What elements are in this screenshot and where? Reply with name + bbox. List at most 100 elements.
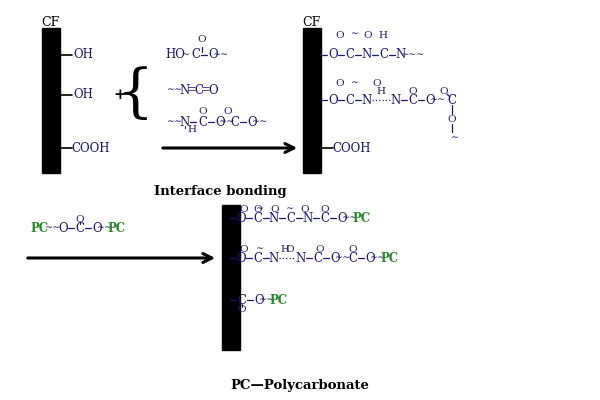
Text: O: O <box>320 206 329 214</box>
Text: N: N <box>269 212 279 224</box>
Text: C: C <box>230 116 239 128</box>
Text: OH: OH <box>73 48 93 62</box>
Text: O: O <box>215 116 225 128</box>
Text: O: O <box>448 114 457 124</box>
Text: N: N <box>296 252 306 264</box>
Text: O: O <box>238 306 247 314</box>
Text: ∼∼: ∼∼ <box>167 86 183 94</box>
Text: O: O <box>197 36 206 44</box>
Text: O: O <box>208 84 218 96</box>
Text: C: C <box>194 84 203 96</box>
Bar <box>303 28 321 173</box>
Text: C: C <box>287 212 296 224</box>
Text: PC: PC <box>381 252 399 264</box>
Text: O: O <box>335 30 344 40</box>
Text: O: O <box>271 206 280 214</box>
Text: N: N <box>362 94 372 106</box>
Text: O: O <box>239 246 248 254</box>
Text: C: C <box>448 94 457 106</box>
Text: O: O <box>337 212 347 224</box>
Text: C: C <box>238 294 247 306</box>
Text: N: N <box>180 116 190 128</box>
Text: ∼: ∼ <box>286 204 294 214</box>
Text: C: C <box>409 94 418 106</box>
Text: C: C <box>380 48 389 62</box>
Text: O: O <box>328 94 338 106</box>
Text: =: = <box>187 84 197 96</box>
Text: N: N <box>303 212 313 224</box>
Text: ∼: ∼ <box>182 50 190 60</box>
Text: H: H <box>281 246 290 254</box>
Text: C: C <box>320 212 329 224</box>
Text: O: O <box>328 48 338 62</box>
Text: O: O <box>236 212 246 224</box>
Text: H: H <box>187 126 197 134</box>
Text: O: O <box>373 78 382 88</box>
Bar <box>42 28 60 173</box>
Text: O: O <box>247 116 257 128</box>
Text: O: O <box>236 252 246 264</box>
Text: H: H <box>377 88 386 96</box>
Text: PC: PC <box>353 212 371 224</box>
Text: O: O <box>365 252 375 264</box>
Text: C: C <box>349 252 358 264</box>
Text: C: C <box>254 212 263 224</box>
Text: O: O <box>208 48 218 62</box>
Text: {: { <box>116 67 154 123</box>
Text: =: = <box>201 84 211 96</box>
Text: ∼: ∼ <box>256 204 264 214</box>
Text: ∼: ∼ <box>451 134 459 142</box>
Text: C: C <box>76 222 85 234</box>
Text: ∼: ∼ <box>351 30 359 38</box>
Text: H: H <box>379 30 388 40</box>
Text: ∼∼: ∼∼ <box>335 254 351 262</box>
Text: ∼∼: ∼∼ <box>45 224 61 232</box>
Text: C: C <box>199 116 208 128</box>
Text: O: O <box>224 108 232 116</box>
Text: ∼∼: ∼∼ <box>167 118 183 126</box>
Text: OH: OH <box>73 88 93 102</box>
Text: O: O <box>364 30 373 40</box>
Text: N: N <box>362 48 372 62</box>
Text: O: O <box>286 246 295 254</box>
Text: COOH: COOH <box>72 142 110 154</box>
Text: O: O <box>425 94 435 106</box>
Text: CF: CF <box>41 16 59 28</box>
Text: N: N <box>269 252 279 264</box>
Text: O: O <box>76 214 85 224</box>
Text: O: O <box>199 108 208 116</box>
Text: ∼∼: ∼∼ <box>259 296 275 304</box>
Text: C: C <box>254 252 263 264</box>
Text: ∼∼: ∼∼ <box>219 118 235 126</box>
Text: ∼∼: ∼∼ <box>342 214 358 222</box>
Text: ∼∼: ∼∼ <box>370 254 386 262</box>
Text: O: O <box>254 206 262 214</box>
Text: Interface bonding: Interface bonding <box>154 186 286 198</box>
Text: ∼: ∼ <box>256 244 264 254</box>
Text: COOH: COOH <box>333 142 371 154</box>
Text: O: O <box>58 222 68 234</box>
Text: ∼∼: ∼∼ <box>430 96 446 104</box>
Text: ∼∼∼: ∼∼∼ <box>401 50 425 60</box>
Text: O: O <box>330 252 340 264</box>
Text: O: O <box>92 222 102 234</box>
Text: N: N <box>391 94 401 106</box>
Text: ∼: ∼ <box>351 78 359 88</box>
Text: +: + <box>113 88 127 102</box>
Text: PC: PC <box>108 222 126 234</box>
Text: N: N <box>396 48 406 62</box>
Text: C: C <box>346 94 355 106</box>
Text: O: O <box>301 206 310 214</box>
Text: ∼∼: ∼∼ <box>252 118 268 126</box>
Text: PC: PC <box>270 294 288 306</box>
Text: C: C <box>191 48 200 62</box>
Text: N: N <box>180 84 190 96</box>
Text: C: C <box>346 48 355 62</box>
Text: CF: CF <box>302 16 320 28</box>
Text: O: O <box>239 206 248 214</box>
Bar <box>222 205 240 350</box>
Text: O: O <box>254 294 264 306</box>
Text: PC—Polycarbonate: PC—Polycarbonate <box>230 378 370 392</box>
Text: ∼∼: ∼∼ <box>97 224 113 232</box>
Text: O: O <box>316 246 325 254</box>
